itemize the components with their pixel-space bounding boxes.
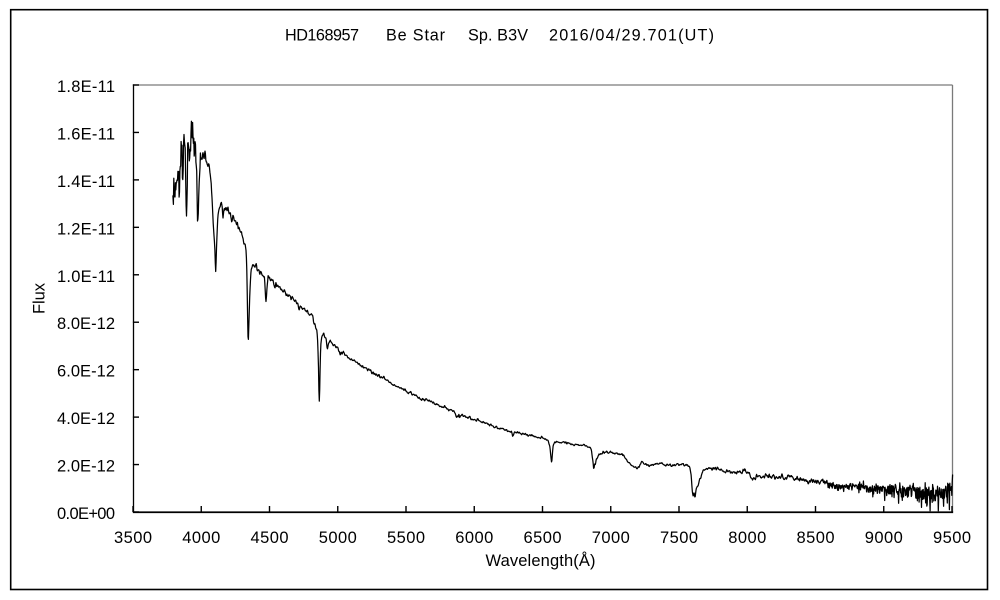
svg-text:3500: 3500 bbox=[114, 529, 152, 547]
svg-text:2016/04/29.701(UT): 2016/04/29.701(UT) bbox=[549, 27, 714, 45]
svg-text:HD168957: HD168957 bbox=[285, 27, 359, 45]
svg-text:6000: 6000 bbox=[455, 529, 493, 547]
svg-text:9000: 9000 bbox=[865, 529, 903, 547]
svg-text:6.0E-12: 6.0E-12 bbox=[57, 363, 115, 381]
svg-text:4500: 4500 bbox=[251, 529, 289, 547]
svg-text:4000: 4000 bbox=[182, 529, 220, 547]
svg-text:7500: 7500 bbox=[660, 529, 698, 547]
svg-text:8000: 8000 bbox=[728, 529, 766, 547]
svg-text:5000: 5000 bbox=[319, 529, 357, 547]
svg-text:Sp. B3V: Sp. B3V bbox=[468, 27, 528, 45]
svg-text:8.0E-12: 8.0E-12 bbox=[57, 315, 115, 333]
svg-text:1.0E-11: 1.0E-11 bbox=[57, 268, 115, 286]
svg-text:6500: 6500 bbox=[524, 529, 562, 547]
svg-text:Be Star: Be Star bbox=[386, 27, 446, 45]
svg-text:9500: 9500 bbox=[933, 529, 971, 547]
svg-text:Wavelength(Å): Wavelength(Å) bbox=[486, 551, 596, 570]
svg-text:Flux: Flux bbox=[31, 282, 49, 314]
svg-text:1.8E-11: 1.8E-11 bbox=[57, 78, 115, 96]
svg-text:1.2E-11: 1.2E-11 bbox=[57, 220, 115, 238]
svg-text:7000: 7000 bbox=[592, 529, 630, 547]
svg-text:2.0E-12: 2.0E-12 bbox=[57, 458, 115, 476]
svg-text:4.0E-12: 4.0E-12 bbox=[57, 410, 115, 428]
svg-text:1.6E-11: 1.6E-11 bbox=[57, 125, 115, 143]
svg-text:8500: 8500 bbox=[797, 529, 835, 547]
svg-text:1.4E-11: 1.4E-11 bbox=[57, 173, 115, 191]
svg-text:0.0E+00: 0.0E+00 bbox=[57, 505, 115, 523]
svg-text:5500: 5500 bbox=[387, 529, 425, 547]
